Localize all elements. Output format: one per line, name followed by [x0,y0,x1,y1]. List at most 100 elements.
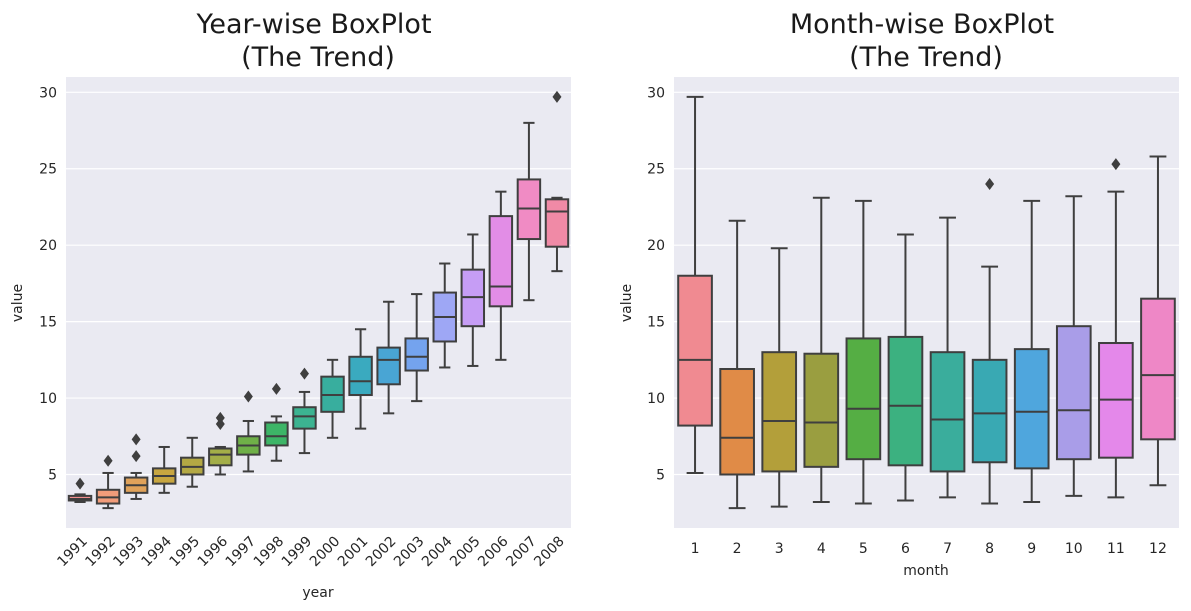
month-box-2 [719,219,755,510]
month-x-tick-label: 2 [733,541,742,557]
iqr-box [1140,297,1176,441]
iqr-box [348,355,373,396]
year-box-2001 [348,328,373,430]
outlier-point [271,382,281,395]
year-x-ticks: 1991199219931994199519961997199819992000… [54,533,567,570]
outlier-point [215,411,225,424]
year-box-1998 [264,382,289,462]
month-box-9 [1013,199,1050,504]
outlier-point [299,367,309,380]
year-box-1991 [67,477,93,504]
year-box-1996 [208,411,233,476]
year-y-tick-label: 15 [39,315,57,331]
month-box-12 [1140,155,1176,487]
outlier-point [552,90,562,103]
year-x-tick-label: 1992 [82,534,119,571]
year-x-tick-label: 2007 [503,534,540,571]
year-x-axis-label: year [302,585,333,601]
month-x-tick-label: 6 [901,541,910,557]
outlier-point [75,477,85,490]
month-x-ticks: 1 2 3 4 5 6 7 8 9 10 11 12 [691,541,1167,557]
year-plot-area [66,77,571,528]
month-x-tick-label: 7 [943,541,952,557]
month-x-tick-label: 8 [985,541,994,557]
outlier-point [985,178,995,191]
month-y-tick-label: 25 [647,162,665,178]
iqr-box [544,198,570,248]
iqr-box [719,368,755,476]
iqr-box [292,406,317,430]
year-box-2004 [432,262,457,369]
year-x-tick-label: 1998 [251,534,288,571]
month-box-4 [803,196,840,504]
year-y-tick-label: 10 [39,391,57,407]
month-chart-title-line-2: (The Trend) [849,42,1003,73]
year-x-tick-label: 2006 [475,533,512,570]
outlier-point [103,454,113,467]
year-box-1997 [236,390,261,473]
month-y-tick-label: 20 [647,238,665,254]
month-x-tick-label: 5 [859,541,868,557]
iqr-box [1055,325,1092,461]
year-x-tick-label: 2008 [531,534,568,571]
year-box-1992 [95,454,121,510]
iqr-box [376,346,401,386]
year-box-1993 [123,433,149,500]
year-x-tick-label: 2001 [335,534,372,571]
year-y-tick-label: 5 [48,467,57,483]
month-box-3 [761,247,798,508]
month-y-tick-label: 10 [647,391,665,407]
month-x-tick-label: 12 [1149,541,1167,557]
year-x-tick-label: 2002 [363,534,400,571]
month-x-tick-label: 1 [691,541,700,557]
year-x-tick-label: 2003 [391,534,428,571]
year-gridlines [66,91,571,476]
month-box-11 [1098,158,1134,499]
year-x-tick-label: 1996 [195,533,232,570]
year-chart-title-line-2: (The Trend) [241,42,395,73]
outlier-point [131,433,141,446]
year-x-tick-label: 1991 [54,534,91,571]
outlier-point [215,418,225,431]
month-box-5 [845,199,882,505]
iqr-box [887,335,924,467]
outlier-point [243,390,253,403]
year-x-tick-label: 1993 [110,534,147,571]
year-box-1994 [151,445,177,494]
month-box-1 [677,95,713,474]
iqr-box [677,274,713,427]
iqr-box [845,337,882,461]
iqr-box [971,358,1008,464]
year-wise-panel: 5 10 15 20 25 30 1991199219931994199519961997… [10,9,571,601]
year-x-tick-label: 2005 [447,534,484,571]
month-boxes [677,95,1176,510]
month-y-tick-label: 5 [656,467,665,483]
month-x-tick-label: 4 [817,541,826,557]
year-y-tick-label: 25 [39,162,57,178]
year-box-2007 [516,121,542,302]
year-x-tick-label: 1997 [223,534,260,571]
month-x-tick-label: 3 [775,541,784,557]
month-x-tick-label: 9 [1027,541,1036,557]
month-x-tick-label: 10 [1065,541,1083,557]
year-y-tick-label: 30 [39,85,57,101]
year-y-axis-label: value [10,284,26,322]
month-y-tick-label: 15 [647,315,665,331]
month-y-ticks: 5 10 15 20 25 30 [647,85,665,483]
month-y-axis-label: value [619,284,635,322]
month-x-axis-label: month [903,563,948,579]
year-y-tick-label: 20 [39,238,57,254]
month-box-10 [1055,195,1092,497]
year-box-2002 [376,300,401,415]
year-x-tick-label: 2004 [419,533,456,570]
iqr-box [1013,348,1050,470]
year-box-2000 [320,358,345,439]
month-x-tick-label: 11 [1107,541,1125,557]
iqr-box [488,215,514,308]
month-box-6 [887,233,924,502]
year-box-1999 [292,367,317,455]
month-plot-area [674,77,1179,528]
year-box-2005 [460,233,486,367]
